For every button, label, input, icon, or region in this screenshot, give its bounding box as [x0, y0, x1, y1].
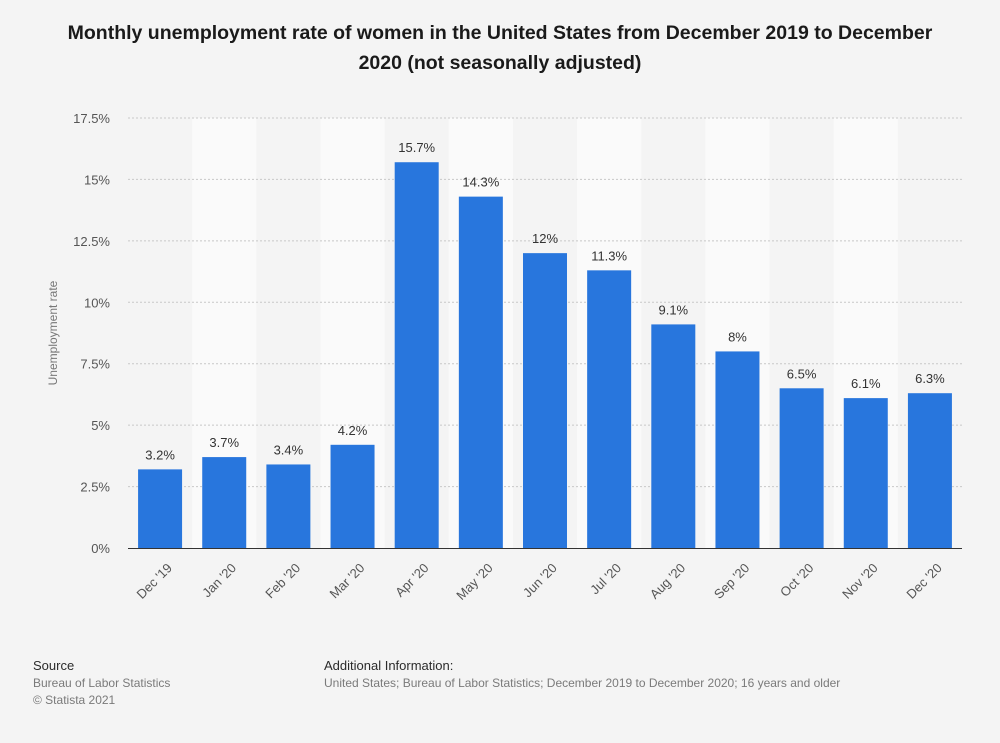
y-tick-label: 12.5% [73, 234, 110, 249]
x-tick-label: Jun '20 [520, 560, 560, 600]
x-axis-ticks: Dec '19 Jan '20 Feb '20 Mar '20 Apr '20 May '… [133, 560, 944, 603]
source-line: Bureau of Labor Statistics [33, 676, 171, 690]
x-tick-label: Sep '20 [711, 560, 752, 601]
additional-info-text: United States; Bureau of Labor Statistic… [324, 676, 841, 690]
x-tick-label: Dec '20 [903, 560, 944, 601]
y-tick-label: 5% [91, 418, 110, 433]
data-label: 6.3% [915, 371, 945, 386]
y-tick-label: 17.5% [73, 111, 110, 126]
bar[interactable] [458, 196, 503, 548]
source-block: Source Bureau of Labor Statistics © Stat… [33, 657, 170, 709]
data-label: 8% [728, 329, 747, 344]
data-label: 3.2% [145, 447, 175, 462]
data-label: 4.2% [338, 423, 368, 438]
source-heading: Source [33, 658, 75, 673]
bar[interactable] [266, 464, 311, 548]
x-tick-label: May '20 [453, 560, 496, 603]
bar[interactable] [202, 457, 247, 548]
x-tick-label: Jul '20 [587, 560, 624, 597]
x-tick-label: Aug '20 [647, 560, 688, 601]
x-tick-label: Dec '19 [133, 560, 174, 601]
additional-info-block: Additional Information: United States; B… [324, 657, 840, 692]
data-label: 6.5% [787, 366, 817, 381]
y-axis-ticks: 0% 2.5% 5% 7.5% 10% 12.5% 15% 17.5% [73, 111, 110, 556]
data-label: 14.3% [462, 175, 499, 190]
x-tick-label: Oct '20 [777, 560, 816, 599]
additional-info-heading: Additional Information: [324, 658, 454, 673]
data-label: 6.1% [851, 376, 881, 391]
x-tick-label: Apr '20 [392, 560, 431, 599]
bar[interactable] [138, 469, 183, 548]
chart-title: Monthly unemployment rate of women in th… [67, 22, 933, 74]
bar[interactable] [715, 351, 760, 548]
y-tick-label: 0% [91, 541, 110, 556]
data-label: 3.7% [209, 435, 239, 450]
bar[interactable] [330, 444, 375, 548]
x-tick-label: Jan '20 [199, 560, 239, 600]
bar[interactable] [907, 393, 952, 548]
bars [138, 162, 952, 548]
data-label: 15.7% [398, 140, 435, 155]
y-axis-label: Unemployment rate [46, 280, 60, 385]
y-tick-label: 15% [84, 172, 110, 187]
x-tick-label: Mar '20 [326, 560, 367, 601]
y-tick-label: 7.5% [80, 357, 110, 372]
bar[interactable] [843, 398, 888, 548]
bar[interactable] [651, 324, 696, 548]
x-tick-label: Feb '20 [262, 560, 303, 601]
x-tick-label: Nov '20 [839, 560, 880, 601]
data-label: 3.4% [274, 442, 304, 457]
bar[interactable] [587, 270, 632, 548]
y-tick-label: 10% [84, 295, 110, 310]
bar[interactable] [779, 388, 824, 548]
bar[interactable] [523, 253, 567, 548]
data-label: 9.1% [658, 302, 688, 317]
y-tick-label: 2.5% [80, 480, 110, 495]
data-labels: 3.2% 3.7% 3.4% 4.2% 15.7% 14.3% 12% 11.3% 9.1% 8%… [145, 140, 945, 462]
data-label: 12% [532, 231, 558, 246]
bar[interactable] [394, 162, 439, 548]
copyright-line: © Statista 2021 [33, 693, 116, 707]
data-label: 11.3% [591, 248, 627, 263]
